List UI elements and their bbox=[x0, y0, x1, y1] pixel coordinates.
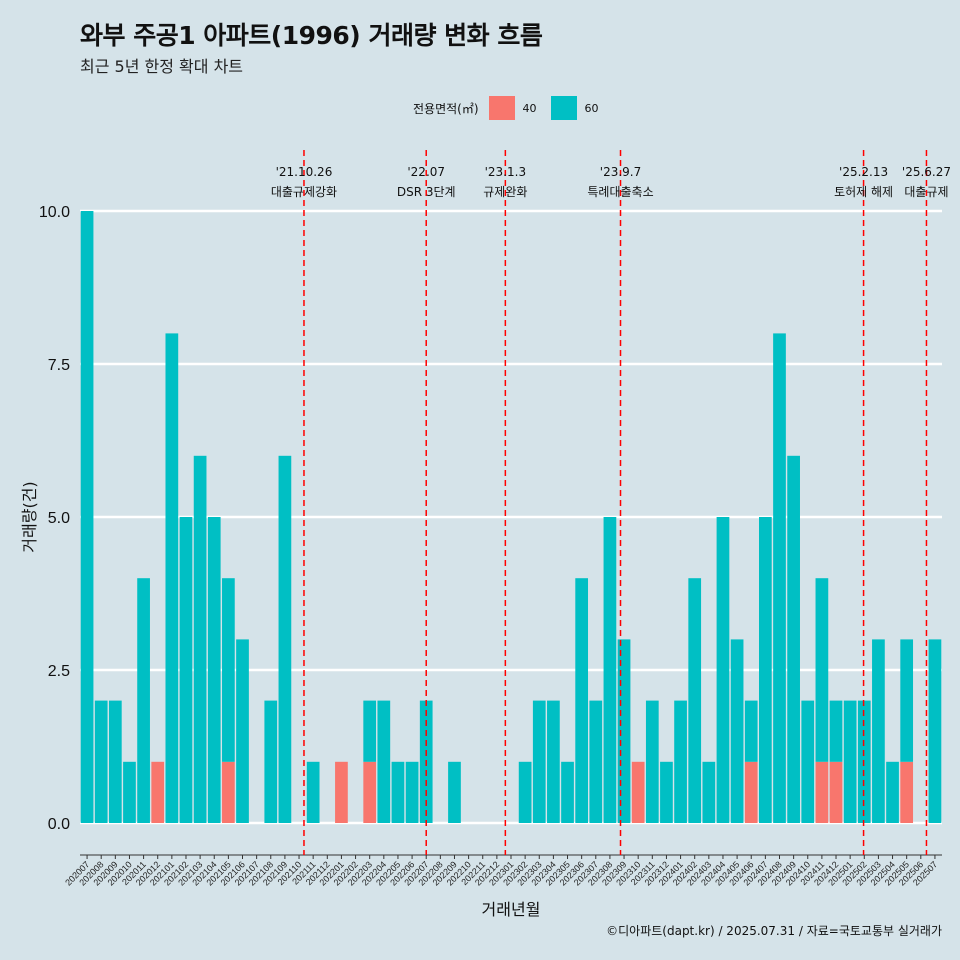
bar-60-202101 bbox=[165, 333, 179, 823]
y-tick-label: 7.5 bbox=[48, 357, 70, 374]
bar-60-202409 bbox=[787, 455, 800, 823]
chart-title: 와부 주공1 아파트(1996) 거래량 변화 흐름 bbox=[80, 21, 543, 50]
bar-60-202306 bbox=[575, 578, 589, 823]
y-tick-label: 0.0 bbox=[48, 816, 70, 833]
bar-60-202312 bbox=[660, 761, 673, 823]
caption: ©디아파트(dapt.kr) / 2025.07.31 / 자료=국토교통부 실… bbox=[606, 924, 942, 938]
bar-40-202105 bbox=[222, 761, 235, 823]
bar-60-202009 bbox=[108, 700, 122, 823]
bar-40-202203 bbox=[363, 761, 377, 823]
legend-key-40 bbox=[488, 96, 515, 120]
bar-60-202505 bbox=[900, 639, 914, 762]
event-date: '25.6.27 bbox=[902, 165, 951, 179]
bar-60-202105 bbox=[222, 578, 235, 762]
bar-60-202010 bbox=[123, 761, 136, 823]
bar-60-202305 bbox=[561, 761, 574, 823]
bar-60-202411 bbox=[815, 578, 829, 762]
bar-60-202408 bbox=[773, 333, 786, 823]
y-tick-label: 5.0 bbox=[48, 510, 70, 527]
bar-60-202307 bbox=[589, 700, 603, 823]
y-axis-title: 거래량(건) bbox=[20, 481, 39, 552]
bar-60-202503 bbox=[872, 639, 885, 823]
bar-60-202302 bbox=[518, 761, 532, 823]
bar-60-202311 bbox=[645, 700, 659, 823]
bar-40-202406 bbox=[744, 761, 758, 823]
bar-60-202106 bbox=[236, 639, 249, 823]
event-date: '23.1.3 bbox=[485, 165, 526, 179]
bar-60-202405 bbox=[730, 639, 744, 823]
event-label: 특례대출축소 bbox=[587, 185, 653, 199]
y-tick-label: 10.0 bbox=[39, 204, 70, 221]
event-label: 규제완화 bbox=[483, 185, 527, 199]
legend-title: 전용면적(㎡) bbox=[413, 101, 479, 116]
bar-40-202201 bbox=[335, 761, 348, 823]
event-label: 대출규제 bbox=[904, 185, 948, 199]
bar-40-202310 bbox=[631, 761, 645, 823]
bar-60-202011 bbox=[137, 578, 150, 823]
bar-60-202504 bbox=[886, 761, 899, 823]
legend-key-60 bbox=[550, 96, 577, 120]
bar-60-202404 bbox=[716, 517, 730, 823]
bar-60-202204 bbox=[377, 700, 391, 823]
bar-60-202303 bbox=[532, 700, 546, 823]
legend-label-60: 60 bbox=[584, 101, 599, 115]
bar-60-202008 bbox=[94, 700, 108, 823]
bar-40-202412 bbox=[829, 761, 843, 823]
event-label: 대출규제강화 bbox=[271, 185, 337, 199]
bar-60-202403 bbox=[702, 761, 716, 823]
bar-40-202411 bbox=[815, 761, 829, 823]
legend-label-40: 40 bbox=[522, 101, 537, 115]
bar-60-202209 bbox=[448, 761, 461, 823]
bar-60-202104 bbox=[207, 517, 221, 823]
bar-60-202401 bbox=[674, 700, 687, 823]
bar-60-202412 bbox=[829, 700, 843, 762]
bar-60-202111 bbox=[306, 761, 320, 823]
event-label: DSR 3단계 bbox=[397, 185, 456, 199]
bar-60-202407 bbox=[759, 517, 772, 823]
bar-40-202505 bbox=[900, 761, 914, 823]
bar-60-202309 bbox=[617, 639, 631, 823]
event-date: '21.10.26 bbox=[276, 165, 333, 179]
bar-60-202402 bbox=[688, 578, 702, 823]
bar-60-202007 bbox=[80, 211, 94, 823]
bar-60-202109 bbox=[278, 455, 292, 823]
event-label: 토허제 해제 bbox=[834, 185, 893, 199]
bar-60-202410 bbox=[801, 700, 815, 823]
y-tick-label: 2.5 bbox=[48, 663, 70, 680]
bar-60-202304 bbox=[547, 700, 560, 823]
event-date: '25.2.13 bbox=[839, 165, 888, 179]
bar-60-202308 bbox=[603, 517, 617, 823]
event-date: '23.9.7 bbox=[600, 165, 641, 179]
bar-40-202012 bbox=[151, 761, 165, 823]
x-axis-title: 거래년월 bbox=[482, 900, 541, 919]
chart-subtitle: 최근 5년 한정 확대 차트 bbox=[80, 57, 244, 76]
bar-60-202406 bbox=[744, 700, 758, 762]
bar-60-202507 bbox=[928, 639, 942, 823]
bar-60-202103 bbox=[193, 455, 207, 823]
bar-60-202205 bbox=[391, 761, 405, 823]
bar-60-202102 bbox=[179, 517, 193, 823]
bar-60-202206 bbox=[405, 761, 419, 823]
bar-60-202203 bbox=[363, 700, 377, 762]
bar-60-202108 bbox=[264, 700, 278, 823]
bar-60-202501 bbox=[843, 700, 857, 823]
event-date: '22.07 bbox=[407, 165, 445, 179]
legend: 전용면적(㎡) 40 60 bbox=[413, 96, 603, 120]
